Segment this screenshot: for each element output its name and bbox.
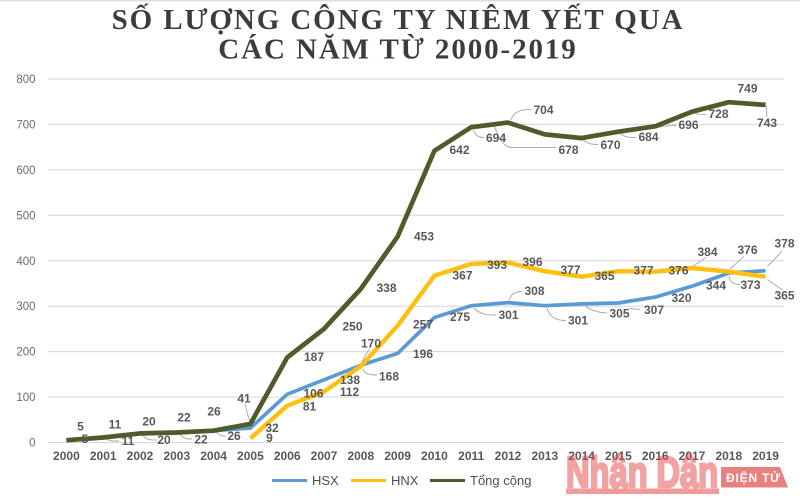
svg-text:2009: 2009 [384, 449, 411, 463]
svg-text:81: 81 [303, 399, 317, 413]
svg-text:453: 453 [414, 230, 434, 244]
svg-text:344: 344 [706, 279, 726, 293]
svg-text:600: 600 [16, 165, 35, 177]
svg-text:2004: 2004 [200, 449, 227, 463]
svg-text:2019: 2019 [752, 449, 779, 463]
svg-text:0: 0 [29, 438, 35, 450]
svg-text:5: 5 [82, 432, 89, 446]
svg-text:384: 384 [697, 245, 717, 259]
svg-text:373: 373 [740, 278, 760, 292]
svg-text:301: 301 [568, 314, 588, 328]
svg-text:26: 26 [227, 429, 241, 443]
svg-text:376: 376 [668, 264, 688, 278]
svg-text:396: 396 [522, 255, 542, 269]
svg-text:HNX: HNX [391, 473, 419, 488]
svg-text:11: 11 [122, 434, 135, 448]
svg-text:2018: 2018 [715, 449, 742, 463]
svg-text:ĐIỆN TỬ: ĐIỆN TỬ [726, 470, 781, 485]
svg-text:2002: 2002 [127, 449, 154, 463]
svg-text:32: 32 [265, 421, 279, 435]
svg-text:749: 749 [737, 82, 757, 96]
svg-text:22: 22 [177, 411, 191, 425]
svg-text:301: 301 [498, 308, 518, 322]
svg-text:5: 5 [77, 420, 84, 434]
svg-text:800: 800 [16, 74, 35, 86]
svg-text:307: 307 [644, 303, 664, 317]
svg-text:365: 365 [774, 289, 794, 303]
svg-text:20: 20 [142, 415, 156, 429]
svg-text:377: 377 [633, 264, 653, 278]
svg-text:112: 112 [340, 385, 360, 399]
svg-text:2001: 2001 [90, 449, 117, 463]
svg-text:41: 41 [237, 391, 251, 405]
svg-text:20: 20 [157, 433, 171, 447]
svg-text:376: 376 [737, 243, 757, 257]
svg-text:26: 26 [207, 405, 221, 419]
svg-text:500: 500 [16, 210, 35, 222]
svg-text:2005: 2005 [237, 449, 264, 463]
svg-text:400: 400 [16, 256, 35, 268]
svg-text:305: 305 [609, 307, 629, 321]
svg-text:168: 168 [379, 369, 399, 383]
svg-text:187: 187 [304, 350, 324, 364]
svg-text:308: 308 [524, 284, 544, 298]
svg-text:367: 367 [452, 269, 472, 283]
svg-text:HSX: HSX [312, 473, 339, 488]
svg-text:22: 22 [194, 432, 208, 446]
svg-text:694: 694 [486, 131, 506, 145]
svg-text:378: 378 [774, 237, 794, 251]
svg-text:170: 170 [361, 337, 381, 351]
svg-text:700: 700 [16, 119, 35, 131]
svg-text:2017: 2017 [679, 449, 706, 463]
svg-text:196: 196 [413, 347, 433, 361]
svg-text:642: 642 [449, 143, 469, 157]
svg-text:393: 393 [487, 258, 507, 272]
svg-text:106: 106 [303, 387, 323, 401]
svg-text:2013: 2013 [531, 449, 558, 463]
svg-text:365: 365 [594, 269, 614, 283]
svg-text:743: 743 [757, 116, 777, 130]
svg-text:2012: 2012 [495, 449, 522, 463]
svg-text:2011: 2011 [458, 449, 484, 463]
svg-text:696: 696 [678, 118, 698, 132]
svg-text:2016: 2016 [642, 449, 669, 463]
svg-text:SỐ LƯỢNG CÔNG TY NIÊM YẾT QUA: SỐ LƯỢNG CÔNG TY NIÊM YẾT QUA [112, 2, 685, 36]
svg-text:300: 300 [16, 301, 35, 313]
svg-text:CÁC NĂM TỪ 2000-2019: CÁC NĂM TỪ 2000-2019 [218, 33, 577, 66]
svg-text:2010: 2010 [421, 449, 448, 463]
svg-text:2007: 2007 [311, 449, 338, 463]
svg-text:2003: 2003 [163, 449, 190, 463]
svg-text:377: 377 [560, 263, 580, 277]
svg-text:138: 138 [340, 373, 360, 387]
svg-text:100: 100 [16, 392, 35, 404]
svg-text:275: 275 [450, 310, 470, 324]
svg-text:2014: 2014 [568, 449, 595, 463]
svg-text:2006: 2006 [274, 449, 301, 463]
svg-text:684: 684 [638, 130, 658, 144]
svg-text:2008: 2008 [347, 449, 374, 463]
svg-text:11: 11 [109, 418, 122, 432]
svg-text:250: 250 [342, 320, 362, 334]
svg-text:670: 670 [600, 138, 620, 152]
svg-text:2000: 2000 [53, 449, 80, 463]
svg-text:9: 9 [266, 431, 273, 445]
svg-text:678: 678 [558, 143, 578, 157]
svg-text:257: 257 [413, 318, 433, 332]
svg-text:320: 320 [671, 291, 691, 305]
svg-text:2015: 2015 [605, 449, 632, 463]
svg-text:728: 728 [708, 107, 728, 121]
svg-text:338: 338 [376, 281, 396, 295]
svg-text:200: 200 [16, 347, 35, 359]
svg-text:Tổng cộng: Tổng cộng [470, 473, 531, 488]
svg-text:704: 704 [533, 103, 553, 117]
